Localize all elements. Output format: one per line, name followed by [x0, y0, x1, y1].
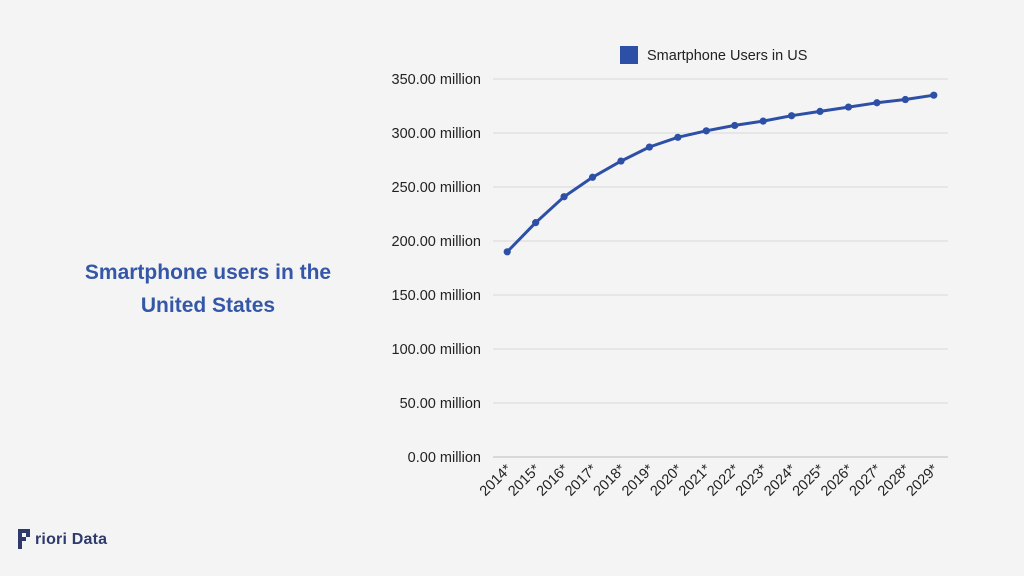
- y-tick-label: 50.00 million: [400, 396, 481, 412]
- data-point: [532, 219, 540, 227]
- data-point: [759, 117, 767, 125]
- data-point: [588, 173, 597, 181]
- legend-label: Smartphone Users in US: [647, 48, 807, 64]
- x-tick-label: 2029*: [903, 461, 941, 499]
- x-axis-ticks: 2014*2015*2016*2017*2018*2019*2020*2021*…: [477, 461, 942, 499]
- title-line-1: Smartphone users in the: [84, 261, 332, 284]
- data-point: [617, 157, 625, 165]
- series-line: [505, 93, 936, 254]
- legend: Smartphone Users in US: [620, 46, 807, 64]
- data-point: [674, 133, 682, 141]
- data-point: [873, 99, 881, 107]
- data-point: [844, 103, 853, 111]
- y-tick-label: 150.00 million: [392, 288, 481, 304]
- data-point: [702, 127, 710, 135]
- series-smartphone-users: [503, 91, 938, 256]
- priori-logo-icon: [18, 529, 30, 549]
- data-point: [901, 95, 909, 104]
- legend-swatch: [620, 46, 638, 64]
- data-point: [560, 193, 568, 201]
- data-point: [787, 112, 796, 120]
- gridlines: [493, 78, 948, 458]
- data-point: [645, 143, 654, 151]
- brand-logo: riori Data: [16, 526, 107, 554]
- y-tick-label: 0.00 million: [408, 450, 481, 466]
- y-axis-ticks: 0.00 million 50.00 million 100.00 million 1…: [392, 72, 481, 466]
- y-tick-label: 300.00 million: [392, 126, 481, 142]
- brand-name: riori Data: [35, 531, 108, 548]
- data-point: [930, 91, 938, 99]
- y-tick-label: 200.00 million: [392, 234, 481, 250]
- data-point: [816, 107, 824, 115]
- title-line-2: United States: [140, 294, 276, 317]
- y-tick-label: 350.00 million: [392, 72, 481, 88]
- y-tick-label: 250.00 million: [392, 180, 481, 196]
- data-point: [731, 121, 739, 130]
- data-point: [503, 248, 511, 256]
- y-tick-label: 100.00 million: [392, 342, 481, 358]
- page-title: Smartphone users in the United States: [52, 256, 364, 322]
